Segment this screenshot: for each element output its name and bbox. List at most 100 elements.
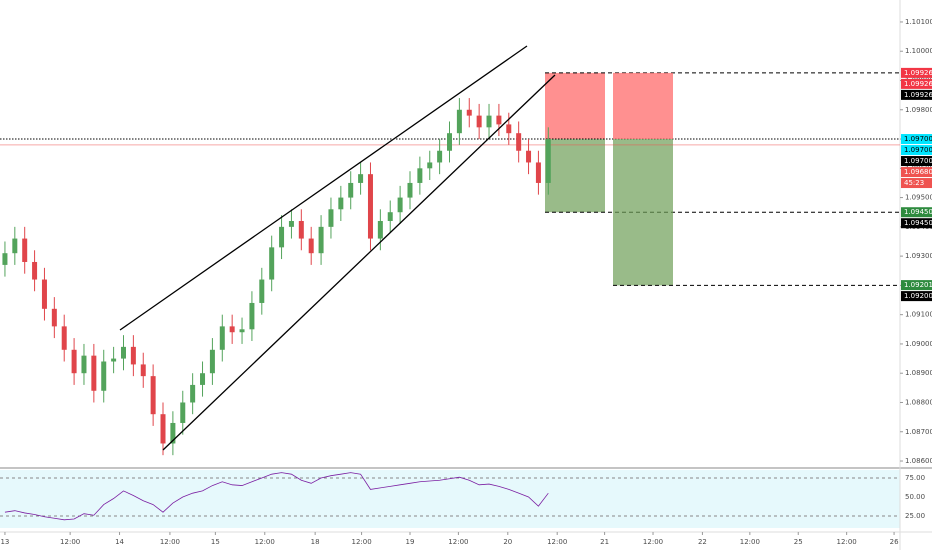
y-tick-label: 1.10100 (905, 18, 932, 26)
candle-body (259, 279, 265, 303)
candle-body (81, 355, 87, 374)
candle-body (506, 124, 512, 134)
x-tick-label: 12:00 (60, 538, 80, 546)
plot: 1.101001.100001.099001.098001.097001.096… (0, 18, 932, 546)
candle-body (150, 376, 156, 415)
y-tick-label: 1.09800 (905, 106, 932, 114)
price-tag-label: 1.09926 (904, 91, 932, 99)
x-tick-label: 12:00 (740, 538, 760, 546)
price-tag-bg (901, 178, 932, 189)
candle-body (377, 220, 383, 239)
candle-body (249, 302, 255, 330)
y-tick-label: 1.08600 (905, 457, 932, 465)
candle-body (239, 329, 245, 333)
price-tag-label: 1.09926 (904, 69, 932, 77)
candle-body (397, 197, 403, 213)
x-tick-label: 18 (311, 538, 320, 546)
candle-body (140, 364, 146, 377)
price-tag: 1.09926 (901, 67, 932, 78)
candle-body (288, 220, 294, 227)
price-tag-bg (901, 67, 932, 78)
candle-body (61, 326, 67, 350)
candle-body (358, 174, 364, 183)
price-tag: 1.09680 (901, 167, 932, 178)
target-zone (613, 139, 673, 286)
candle-body (456, 109, 462, 134)
candle-body (545, 139, 551, 183)
candle-body (190, 384, 196, 403)
price-tag: 1.09450 (901, 218, 932, 229)
price-tag: 1.09926 (901, 78, 932, 89)
x-tick-label: 12:00 (448, 538, 468, 546)
y-tick-label: 1.09300 (905, 252, 932, 260)
y-tick-label: 1.09100 (905, 311, 932, 319)
x-tick-label: 22 (698, 538, 707, 546)
target-zone (545, 139, 605, 213)
x-tick-label: 12:00 (643, 538, 663, 546)
candle-body (111, 358, 117, 362)
price-tag: 1.09450 (901, 207, 932, 218)
price-tag-label: 1.09450 (904, 208, 932, 216)
candle-body (2, 253, 8, 265)
x-tick-label: 21 (600, 538, 609, 546)
candle-body (298, 220, 304, 239)
candle-body (71, 349, 77, 374)
candle-body (447, 133, 453, 151)
price-tag-bg (901, 145, 932, 156)
stop-zone (545, 72, 605, 140)
candle-body (51, 308, 57, 327)
x-tick-label: 25 (794, 538, 803, 546)
candle-body (12, 238, 18, 254)
price-tag-bg (901, 89, 932, 100)
candle-body (130, 346, 136, 365)
price-tag-bg (901, 280, 932, 291)
candle-body (417, 168, 423, 183)
price-tag-bg (901, 134, 932, 145)
price-tag-label: 1.09700 (904, 157, 932, 165)
x-tick-label: 13 (0, 538, 9, 546)
candle-body (437, 150, 443, 163)
rsi-line (4, 472, 549, 521)
price-tag-bg (901, 78, 932, 89)
candle-body (91, 355, 97, 391)
candle-body (229, 326, 235, 333)
price-tag-bg (901, 218, 932, 229)
price-tag-bg (901, 167, 932, 178)
candle-body (535, 162, 541, 183)
candle-body (180, 402, 186, 423)
candle-body (101, 361, 107, 391)
price-tag: 1.09700 (901, 134, 932, 145)
x-tick-label: 12:00 (351, 538, 371, 546)
trendline-upper (119, 45, 528, 331)
x-tick-label: 12:00 (160, 538, 180, 546)
x-tick-label: 15 (211, 538, 220, 546)
y-tick-label: 1.08700 (905, 428, 932, 436)
candle-body (318, 226, 324, 254)
candle-body (516, 133, 522, 151)
price-tag: 1.09700 (901, 145, 932, 156)
candle-body (32, 261, 38, 280)
y-tick-label: 1.09500 (905, 194, 932, 202)
y-tick-label: 1.09000 (905, 340, 932, 348)
price-tag-label: 1.09450 (904, 219, 932, 227)
price-tag-label: 1.09201 (904, 281, 932, 289)
x-tick-label: 12:00 (547, 538, 567, 546)
price-tag-label: 1.09700 (904, 146, 932, 154)
price-tag-label: 1.09200 (904, 292, 932, 300)
price-tag: 45:23 (901, 178, 932, 189)
x-tick-label: 26 (890, 538, 899, 546)
candle-body (160, 414, 166, 444)
y-tick-label: 1.10000 (905, 47, 932, 55)
candle-body (308, 238, 314, 254)
price-tag-label: 45:23 (904, 179, 924, 187)
x-tick-label: 20 (503, 538, 512, 546)
candle-body (41, 279, 47, 309)
candle-body (209, 349, 215, 374)
candle-body (269, 247, 275, 280)
candle-body (486, 115, 492, 128)
price-tag: 1.09700 (901, 156, 932, 167)
candle-body (496, 115, 502, 125)
candle-body (348, 182, 354, 198)
